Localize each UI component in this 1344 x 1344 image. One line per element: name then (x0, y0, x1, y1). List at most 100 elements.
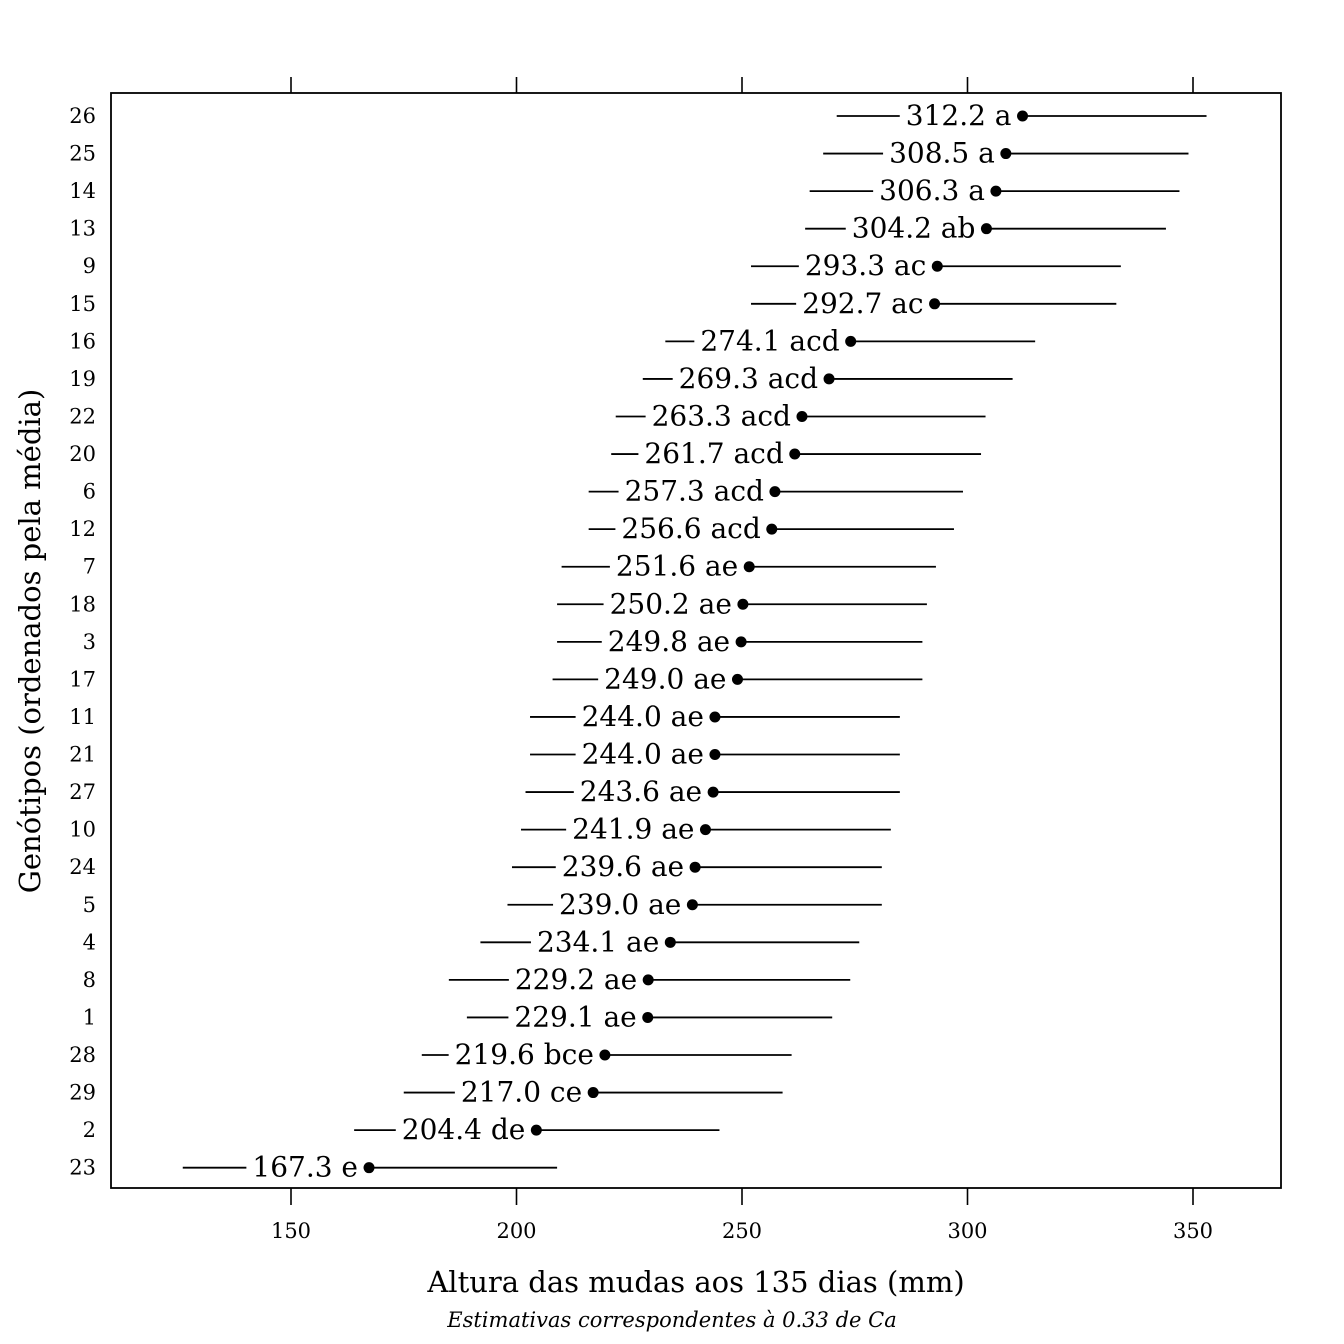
point-labels: 312.2 a 308.5 a 306.3 a 304.2 ab 293.3 ac 292… (252, 99, 1011, 1184)
mean-point (980, 223, 992, 235)
x-tick-label: 200 (496, 1219, 536, 1243)
y-tick-label: 15 (69, 292, 96, 316)
mean-point (766, 523, 778, 535)
mean-points (363, 110, 1029, 1174)
y-tick-label: 6 (83, 480, 96, 504)
x-axis-title: Altura das mudas aos 135 dias (mm) (426, 1265, 964, 1299)
mean-point (530, 1124, 542, 1136)
mean-point (731, 673, 743, 685)
mean-point (709, 711, 721, 723)
mean-point (707, 786, 719, 798)
point-label: 204.4 de (402, 1113, 526, 1146)
point-label: 257.3 acd (625, 475, 764, 508)
y-tick-label: 24 (69, 855, 96, 879)
y-tick-label: 7 (83, 555, 96, 579)
x-tick-label: 350 (1173, 1219, 1213, 1243)
mean-point (709, 749, 721, 761)
y-tick-label: 26 (69, 104, 96, 128)
point-label: 293.3 ac (805, 249, 926, 282)
point-label: 249.8 ae (608, 625, 730, 658)
point-label: 167.3 e (252, 1151, 358, 1184)
y-tick-label: 20 (69, 442, 96, 466)
mean-point (737, 598, 749, 610)
point-label: 249.0 ae (604, 662, 726, 695)
y-tick-label: 17 (69, 667, 96, 691)
y-tick-label: 4 (83, 930, 96, 954)
y-tick-label: 10 (69, 818, 96, 842)
point-label: 256.6 acd (621, 512, 760, 545)
y-tick-label: 13 (69, 217, 96, 241)
point-label: 217.0 ce (461, 1076, 582, 1109)
point-label: 243.6 ae (580, 775, 702, 808)
y-tick-label: 23 (69, 1156, 96, 1180)
y-tick-label: 2 (83, 1118, 96, 1142)
y-tick-label: 28 (69, 1043, 96, 1067)
y-tick-label: 21 (69, 743, 96, 767)
mean-point (796, 410, 808, 422)
point-label: 251.6 ae (616, 550, 738, 583)
chart-subtitle: Estimativas correspondentes à 0.33 de Ca (446, 1308, 896, 1332)
point-label: 244.0 ae (582, 738, 704, 771)
mean-point (686, 899, 698, 911)
point-label: 304.2 ab (852, 212, 976, 245)
point-label: 269.3 acd (679, 362, 818, 395)
mean-point (599, 1049, 611, 1061)
confidence-intervals (182, 115, 1207, 1169)
x-tick-label: 300 (947, 1219, 987, 1243)
y-tick-label: 12 (69, 517, 96, 541)
point-label: 244.0 ae (582, 700, 704, 733)
point-label: 261.7 acd (644, 437, 783, 470)
mean-point (587, 1087, 599, 1099)
point-label: 274.1 acd (700, 324, 839, 357)
mean-point (1017, 110, 1029, 122)
y-tick-label: 19 (69, 367, 96, 391)
mean-point (689, 861, 701, 873)
mean-point (699, 824, 711, 836)
mean-point (769, 486, 781, 498)
top-axis-ticks (290, 77, 1194, 93)
mean-point (823, 373, 835, 385)
y-tick-label: 16 (69, 329, 96, 353)
mean-point (642, 1011, 654, 1023)
point-label: 308.5 a (889, 137, 995, 170)
y-tick-label: 18 (69, 592, 96, 616)
y-tick-label: 11 (69, 705, 96, 729)
y-axis-title: Genótipos (ordenados pela média) (13, 389, 47, 894)
point-label: 241.9 ae (572, 813, 694, 846)
point-label: 239.6 ae (562, 850, 684, 883)
point-label: 306.3 a (879, 174, 985, 207)
mean-point (845, 335, 857, 347)
mean-point (929, 298, 941, 310)
x-tick-label: 250 (722, 1219, 762, 1243)
mean-point (931, 260, 943, 272)
mean-point (363, 1162, 375, 1174)
point-label: 229.2 ae (515, 963, 637, 996)
mean-point (642, 974, 654, 986)
point-label: 229.1 ae (514, 1000, 636, 1033)
point-label: 239.0 ae (559, 888, 681, 921)
point-label: 219.6 bce (455, 1038, 594, 1071)
point-label: 234.1 ae (537, 925, 659, 958)
mean-point (735, 636, 747, 648)
y-tick-label: 27 (69, 780, 96, 804)
point-label: 292.7 ac (802, 287, 923, 320)
y-tick-label: 14 (69, 179, 96, 203)
y-tick-label: 9 (83, 254, 96, 278)
point-label: 312.2 a (906, 99, 1012, 132)
x-axis: 150 200 250 300 350 (271, 1188, 1213, 1243)
x-tick-label: 150 (271, 1219, 311, 1243)
point-label: 250.2 ae (610, 587, 732, 620)
y-tick-label: 3 (83, 630, 96, 654)
mean-point (990, 185, 1002, 197)
y-axis-genotypes: 2625141391516192220612718317112127102454… (69, 104, 96, 1180)
y-tick-label: 1 (83, 1005, 96, 1029)
y-tick-label: 5 (83, 893, 96, 917)
y-tick-label: 25 (69, 142, 96, 166)
mean-point (664, 936, 676, 948)
plot-frame (110, 92, 1282, 1189)
y-tick-label: 22 (69, 404, 96, 428)
y-tick-label: 8 (83, 968, 96, 992)
point-label: 263.3 acd (652, 399, 791, 432)
mean-point (1000, 148, 1012, 160)
